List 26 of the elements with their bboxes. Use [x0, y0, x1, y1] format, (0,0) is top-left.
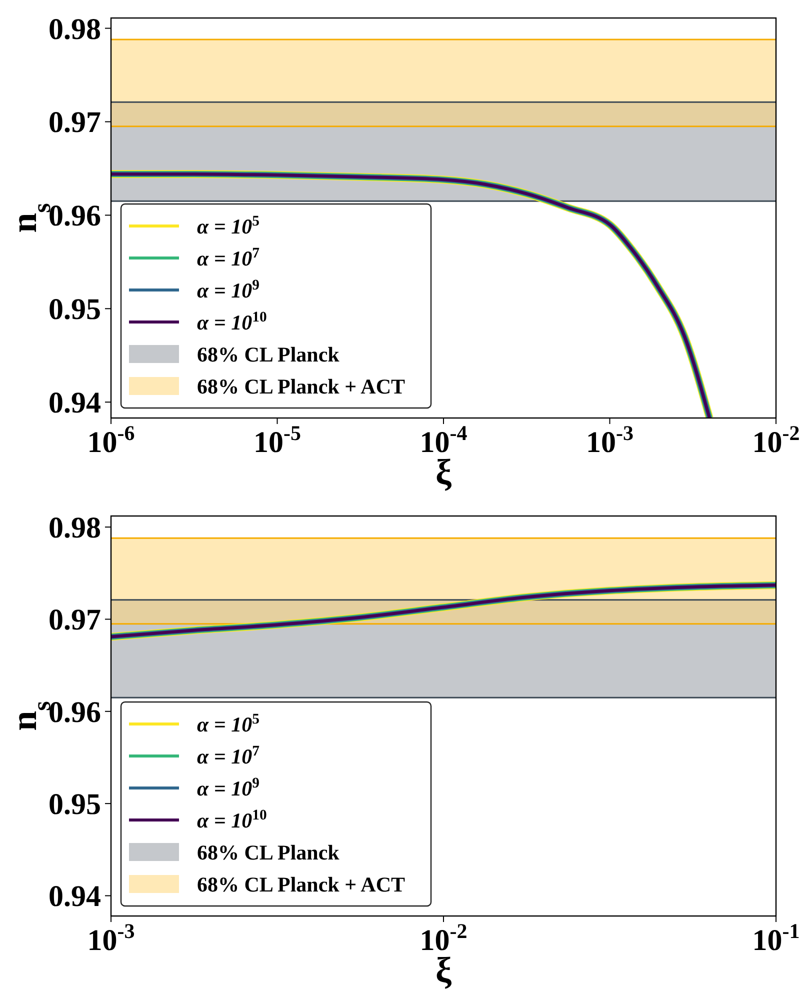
x-tick-label: 10$^{-3}$ — [586, 421, 634, 459]
legend-label: α = 10$^{10}$ — [197, 309, 267, 334]
x-tick-label: 10$^{-3}$ — [87, 919, 135, 957]
x-tick-label: 10$^{-2}$ — [752, 421, 800, 459]
y-tick-label: 0.95 — [48, 788, 101, 822]
legend-label: α = 10$^{10}$ — [197, 807, 267, 832]
x-tick-label: 10$^{-6}$ — [87, 421, 135, 459]
y-tick-label: 0.97 — [48, 106, 101, 140]
y-tick-label: 0.98 — [48, 12, 101, 46]
x-tick-label: 10$^{-1}$ — [752, 919, 800, 957]
y-tick-label: 0.97 — [48, 604, 101, 637]
legend-label: α = 10$^{7}$ — [197, 743, 260, 768]
legend-label: 68% CL Planck + ACT — [197, 374, 406, 398]
legend-label: α = 10$^{5}$ — [197, 213, 260, 238]
y-tick-label: 0.98 — [48, 512, 101, 545]
legend-label: α = 10$^{5}$ — [197, 711, 260, 736]
x-tick-label: 10$^{-5}$ — [254, 421, 301, 459]
y-tick-label: 0.94 — [48, 880, 101, 914]
legend-label: α = 10$^{9}$ — [197, 277, 260, 302]
legend-label: 68% CL Planck — [197, 840, 340, 864]
y-tick-label: 0.94 — [48, 386, 101, 420]
legend-label: α = 10$^{7}$ — [197, 245, 260, 270]
legend-label: 68% CL Planck — [197, 342, 340, 366]
legend-label: 68% CL Planck + ACT — [197, 872, 406, 896]
legend-label: α = 10$^{9}$ — [197, 775, 260, 800]
y-tick-label: 0.95 — [48, 293, 101, 326]
